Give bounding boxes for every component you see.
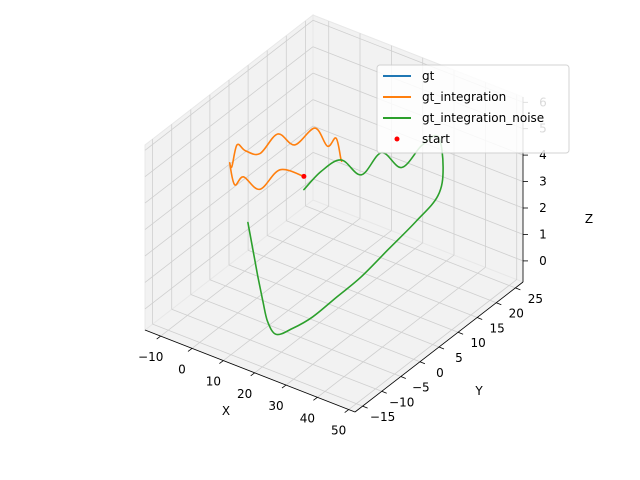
- grid-z-left: [144, 19, 314, 151]
- grid-z-left: [144, 46, 314, 178]
- y-tick-mark: [457, 331, 464, 335]
- y-tick-mark: [362, 405, 368, 409]
- legend-frame: [376, 64, 570, 154]
- grid-y-floor: [267, 235, 478, 318]
- x-tick-label: 20: [237, 387, 252, 401]
- grid-y-floor: [171, 308, 382, 392]
- grid-z-left: [144, 72, 314, 204]
- y-axis-label: Y: [474, 384, 483, 398]
- y-tick-label: −15: [370, 410, 395, 424]
- x-tick-mark: [156, 335, 161, 340]
- y-tick-label: 25: [528, 292, 543, 306]
- y-tick-label: −5: [412, 381, 430, 395]
- x-tick-mark: [281, 384, 287, 389]
- grid-y-floor: [209, 279, 421, 363]
- z-tick-label: 2: [539, 201, 547, 215]
- grid-z-back: [312, 152, 524, 235]
- legend-label-gt: gt: [422, 69, 435, 83]
- grid-z-left: [144, 152, 314, 283]
- z-axis-label: Z: [585, 212, 593, 226]
- y-tick-label: 20: [509, 307, 524, 321]
- grid-z-left: [144, 125, 314, 257]
- grid-y-floor: [305, 205, 516, 289]
- y-tick-mark: [496, 302, 502, 306]
- y-tick-mark: [381, 390, 387, 394]
- y-tick-mark: [515, 287, 521, 291]
- y-tick-mark: [438, 346, 445, 350]
- z-tick-label: 0: [539, 254, 547, 268]
- z-tick-label: 1: [539, 227, 547, 241]
- x-tick-label: 30: [268, 399, 283, 413]
- x-tick-mark: [219, 360, 224, 364]
- y-tick-label: 0: [436, 366, 444, 380]
- x-tick-mark: [187, 348, 193, 352]
- series-gt-integration-line: [228, 127, 343, 191]
- legend: gt gt_integration gt_integration_noise s…: [376, 64, 570, 154]
- x-tick-label: 0: [178, 362, 186, 376]
- z-tick-label: 3: [539, 175, 547, 189]
- x-axis-label: X: [222, 404, 230, 418]
- x-tick-mark: [250, 372, 255, 377]
- legend-swatch-start: [394, 136, 400, 142]
- series-gt-integration-noise-line: [247, 134, 444, 336]
- series-start-marker: [301, 173, 307, 179]
- grid-z-left: [144, 178, 314, 310]
- y-tick-label: 5: [455, 351, 463, 365]
- grid-y-floor: [190, 294, 401, 377]
- y-tick-mark: [477, 317, 483, 320]
- y-tick-label: 15: [490, 322, 505, 336]
- z-tick-label: 4: [539, 148, 547, 162]
- grid-y-floor: [152, 323, 363, 407]
- x-tick-label: 10: [206, 375, 221, 389]
- grid-z-left: [144, 99, 314, 230]
- x-tick-label: 50: [331, 424, 346, 438]
- grid-y-floor: [228, 264, 440, 348]
- y-tick-mark: [400, 376, 406, 379]
- x-tick-label: −10: [138, 350, 163, 364]
- legend-label-gt-integration: gt_integration: [422, 90, 506, 104]
- x-tick-mark: [313, 396, 318, 401]
- grid-y-floor: [286, 220, 497, 304]
- x-axis-line: [144, 329, 356, 413]
- grid-z-back: [312, 125, 524, 209]
- legend-label-start: start: [422, 132, 450, 146]
- grid-y-floor: [247, 249, 459, 333]
- y-tick-mark: [419, 361, 426, 365]
- x-tick-mark: [344, 409, 349, 413]
- series-lines: [228, 127, 444, 336]
- x-tick-label: 40: [300, 411, 315, 425]
- legend-label-gt-integration-noise: gt_integration_noise: [422, 111, 544, 125]
- y-tick-label: 10: [470, 336, 485, 350]
- y-tick-label: −10: [389, 395, 414, 409]
